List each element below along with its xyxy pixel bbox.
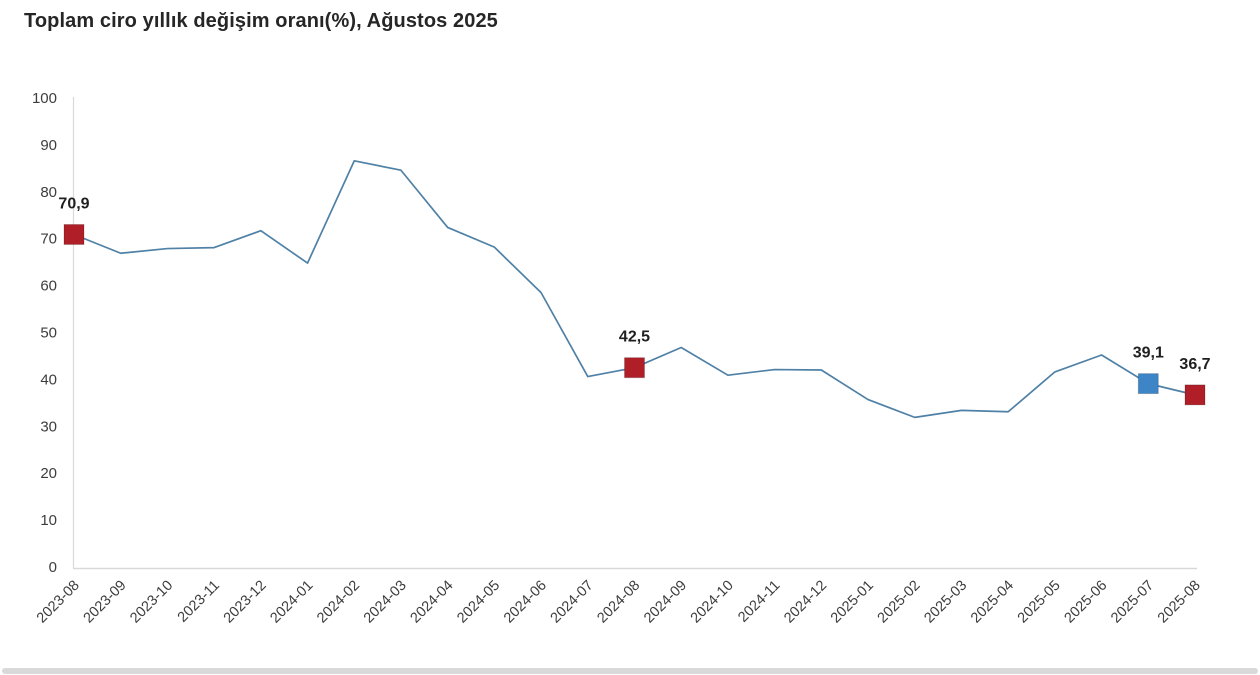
- x-axis-tick-label: 2024-07: [548, 578, 597, 627]
- x-axis-tick-label: 2024-11: [735, 578, 783, 626]
- y-axis-tick-label: 70: [40, 231, 57, 248]
- x-axis-tick-label: 2025-07: [1108, 578, 1157, 627]
- horizontal-scrollbar[interactable]: [2, 668, 1258, 674]
- data-point-label-2025-08: 36,7: [1179, 356, 1210, 373]
- x-axis-tick-label: 2024-08: [594, 578, 643, 627]
- y-axis-tick-label: 100: [32, 90, 57, 107]
- y-axis-tick-label: 80: [40, 184, 57, 201]
- data-point-marker-2024-08[interactable]: [624, 357, 645, 379]
- x-axis-tick-label: 2025-03: [921, 578, 970, 627]
- y-axis-tick-label: 30: [40, 418, 57, 435]
- y-axis-tick-label: 20: [40, 465, 57, 482]
- x-axis-tick-label: 2024-10: [688, 578, 737, 627]
- y-axis-tick-label: 40: [40, 371, 57, 388]
- x-axis-tick-label: 2025-05: [1015, 578, 1064, 627]
- y-axis-tick-label: 50: [40, 325, 57, 342]
- data-point-marker-2025-08[interactable]: [1184, 384, 1206, 406]
- x-axis-tick-label: 2023-08: [34, 578, 83, 627]
- x-axis-tick-label: 2023-11: [175, 578, 223, 626]
- x-axis-tick-label: 2024-03: [361, 578, 410, 627]
- chart-title: Toplam ciro yıllık değişim oranı(%), Ağu…: [24, 10, 498, 32]
- x-axis-tick-label: 2023-12: [221, 578, 270, 627]
- x-axis-tick-label: 2025-04: [968, 578, 1017, 627]
- data-point-label-2025-07: 39,1: [1133, 345, 1164, 362]
- x-axis-tick-label: 2024-05: [454, 578, 503, 627]
- chart-line: [73, 159, 1196, 419]
- x-axis-tick-label: 2025-06: [1061, 578, 1110, 627]
- x-axis-tick-label: 2025-01: [828, 578, 877, 627]
- y-axis-tick-label: 0: [49, 559, 57, 576]
- data-point-label-2024-08: 42,5: [619, 329, 650, 346]
- x-axis-tick-label: 2024-09: [641, 578, 690, 627]
- x-axis-tick-label: 2023-09: [81, 578, 130, 627]
- data-point-label-2023-08: 70,9: [58, 195, 89, 212]
- data-point-marker-2025-07[interactable]: [1137, 373, 1159, 395]
- x-axis-tick-label: 2025-08: [1155, 578, 1204, 627]
- x-axis-tick-label: 2024-04: [408, 578, 457, 627]
- x-axis-tick-label: 2024-06: [501, 578, 550, 627]
- y-axis-tick-label: 90: [40, 137, 57, 154]
- x-axis-tick-label: 2024-01: [267, 578, 316, 627]
- data-point-marker-2023-08[interactable]: [63, 223, 85, 245]
- x-axis-tick-label: 2023-10: [127, 578, 176, 627]
- x-axis-tick-label: 2025-02: [875, 578, 924, 627]
- x-axis-tick-label: 2024-12: [781, 578, 830, 627]
- x-axis-tick-label: 2024-02: [314, 578, 363, 627]
- y-axis-tick-label: 10: [40, 512, 57, 529]
- y-axis-tick-label: 60: [40, 278, 57, 295]
